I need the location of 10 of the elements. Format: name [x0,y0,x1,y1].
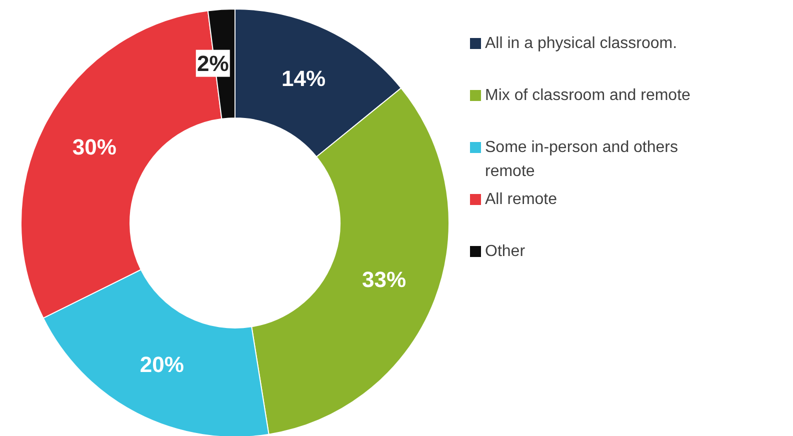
data-label: 2% [196,50,229,76]
legend-label: Other [485,242,526,262]
data-label: 20% [140,352,184,377]
data-label: 30% [72,134,116,160]
legend-label: Some in-person and others remote [485,138,679,182]
legend-label: All remote [485,190,558,210]
data-label: 14% [282,66,326,91]
legend-label: Mix of classroom and remote [485,86,692,106]
data-label: 33% [362,266,406,292]
legend-label: All in a physical classroom. [485,34,678,54]
